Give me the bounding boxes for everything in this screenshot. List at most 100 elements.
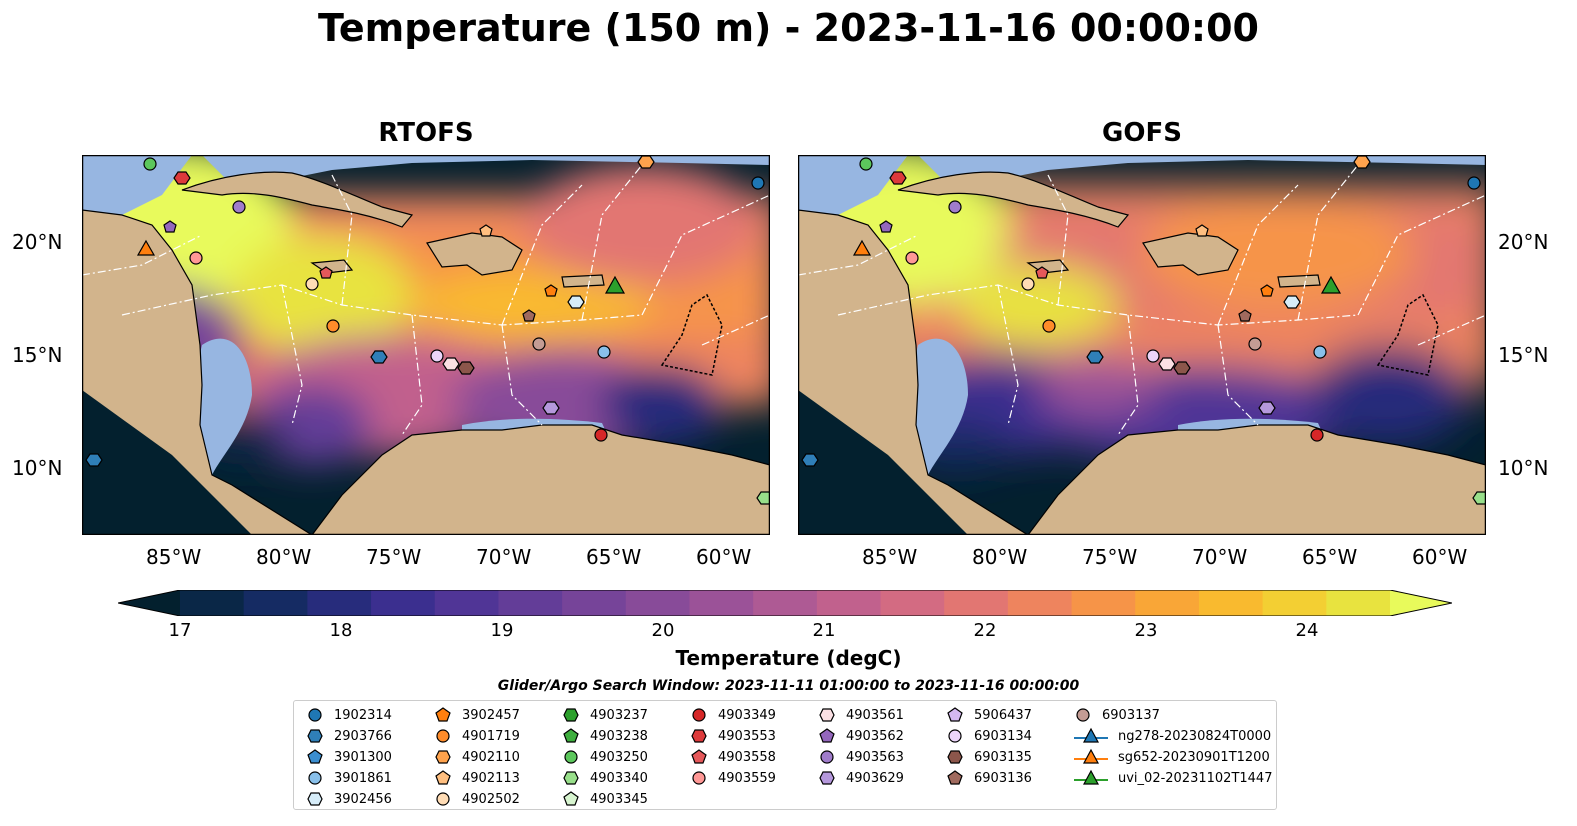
legend: 1902314 2903766 3901300 3901861 3902456 39024… [293,700,1277,810]
marker-6903137[interactable] [532,337,546,351]
marker-4902110[interactable] [1353,155,1371,169]
marker-2903766-b[interactable] [801,453,819,467]
marker-6903135[interactable] [457,361,475,375]
x-tick-label: 75°W [1082,545,1138,569]
observation-markers [801,155,1486,505]
marker-4902502[interactable] [1021,277,1035,291]
legend-item: 6903134 [946,726,1032,746]
circle-marker-icon [692,708,706,722]
land-cuba [897,171,1130,228]
marker-3902456[interactable] [567,295,585,309]
marker-4902113[interactable] [1195,224,1209,237]
marker-3901861[interactable] [1313,345,1327,359]
marker-4903558[interactable] [319,266,333,279]
marker-3902457[interactable] [1260,284,1274,297]
marker-4903561[interactable] [442,357,460,371]
panel-title-rtofs: RTOFS [378,118,474,148]
marker-4903559[interactable] [189,251,203,265]
marker-1902314[interactable] [751,176,765,190]
marker-4903553[interactable] [173,171,191,185]
hexagon-marker-icon [563,708,579,722]
legend-item-label: 4903558 [718,749,776,765]
legend-title: Glider/Argo Search Window: 2023-11-11 01… [497,678,1080,694]
marker-4903629[interactable] [1258,401,1276,415]
marker-4901719[interactable] [1042,319,1056,333]
shelf-gulf [82,155,192,215]
pentagon-marker-icon [435,707,451,722]
marker-4903349[interactable] [594,428,608,442]
map-panel-rtofs[interactable] [82,155,770,535]
marker-4903250[interactable] [143,157,157,171]
marker-2903766[interactable] [370,350,388,364]
legend-item-label: 3901861 [334,770,392,786]
eez-boundaries [82,164,770,436]
marker-6903134[interactable] [430,349,444,363]
marker-4903562[interactable] [163,220,177,233]
marker-4903563[interactable] [232,200,246,214]
legend-item: 4902502 [434,789,520,809]
marker-6903136[interactable] [1238,309,1252,322]
legend-item: 4902113 [434,768,520,788]
marker-uvi02[interactable] [1320,275,1342,294]
marker-4902502[interactable] [305,277,319,291]
marker-4903558[interactable] [1035,266,1049,279]
marker-2903766-b[interactable] [85,453,103,467]
x-tick-label: 85°W [862,545,918,569]
legend-item-label: 4903238 [590,728,648,744]
map-panel-gofs[interactable] [798,155,1486,535]
triangle-line-marker-icon [1074,727,1108,743]
marker-6903136[interactable] [522,309,536,322]
legend-item-label: 4903553 [718,728,776,744]
legend-item-label: 4902110 [462,749,520,765]
legend-item-label: 2903766 [334,728,392,744]
marker-4903553[interactable] [889,171,907,185]
legend-item: ng278-20230824T0000 [1074,726,1271,746]
marker-6903137[interactable] [1248,337,1262,351]
observation-markers [85,155,770,505]
marker-4902110[interactable] [637,155,655,169]
marker-2903766[interactable] [1086,350,1104,364]
marker-sg652[interactable] [852,239,872,256]
triangle-line-marker-icon [1074,769,1108,785]
marker-4903250[interactable] [859,157,873,171]
marker-4903629[interactable] [542,401,560,415]
marker-4903562[interactable] [879,220,893,233]
marker-6903134[interactable] [1146,349,1160,363]
lesser-antilles [1376,293,1439,376]
legend-item: uvi_02-20231102T1447 [1074,768,1272,788]
marker-4903561[interactable] [1158,357,1176,371]
colorbar-extend-high [1390,590,1452,616]
marker-6903135[interactable] [1173,361,1191,375]
marker-3902456[interactable] [1283,295,1301,309]
legend-item: 4903559 [690,768,776,788]
marker-3901861[interactable] [597,345,611,359]
marker-sg652[interactable] [136,239,156,256]
colorbar-extend-low [118,590,180,616]
marker-4902113[interactable] [479,224,493,237]
marker-4903349[interactable] [1310,428,1324,442]
shelf-yucatan [913,338,968,475]
colorbar-tick: 18 [329,620,353,641]
x-tick-label: 80°W [972,545,1028,569]
colorbar-segment [307,590,372,616]
pentagon-marker-icon [563,791,579,806]
colorbar-segment [753,590,818,616]
marker-3902457[interactable] [544,284,558,297]
colorbar-tick: 22 [973,620,997,641]
marker-4903563[interactable] [948,200,962,214]
marker-4903559[interactable] [905,251,919,265]
colorbar-segment [371,590,436,616]
shelf-bahamas [202,155,770,185]
marker-1902314[interactable] [1467,176,1481,190]
land-puerto-rico [1277,274,1321,288]
colorbar-gradient [117,589,1453,617]
legend-item: 4903237 [562,705,648,725]
marker-4901719[interactable] [326,319,340,333]
legend-item: 4903563 [818,747,904,767]
legend-item-label: 4902113 [462,770,520,786]
panel-title-gofs: GOFS [1102,118,1182,148]
hexagon-marker-icon [307,792,323,806]
colorbar-segment [498,590,563,616]
pentagon-marker-icon [563,728,579,743]
marker-uvi02[interactable] [604,275,626,294]
